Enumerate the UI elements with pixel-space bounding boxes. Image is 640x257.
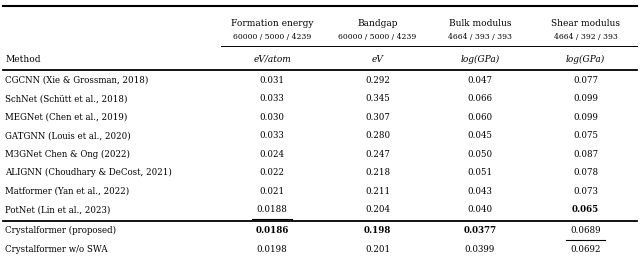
Text: 0.021: 0.021: [259, 187, 285, 196]
Text: 0.292: 0.292: [365, 76, 390, 85]
Text: 0.0188: 0.0188: [257, 205, 287, 214]
Text: ALIGNN (Choudhary & DeCost, 2021): ALIGNN (Choudhary & DeCost, 2021): [5, 168, 172, 177]
Text: 0.024: 0.024: [259, 150, 285, 159]
Text: 0.031: 0.031: [259, 76, 285, 85]
Text: 0.043: 0.043: [468, 187, 492, 196]
Text: 0.047: 0.047: [467, 76, 493, 85]
Text: 0.075: 0.075: [573, 131, 598, 140]
Text: 0.066: 0.066: [467, 94, 493, 103]
Text: 4664 / 393 / 393: 4664 / 393 / 393: [448, 33, 512, 41]
Text: 0.060: 0.060: [467, 113, 493, 122]
Text: 0.247: 0.247: [365, 150, 390, 159]
Text: 0.045: 0.045: [467, 131, 493, 140]
Text: 0.198: 0.198: [364, 226, 391, 235]
Text: Bulk modulus: Bulk modulus: [449, 19, 511, 28]
Text: Method: Method: [5, 54, 40, 64]
Text: eV: eV: [372, 54, 383, 64]
Text: 0.078: 0.078: [573, 168, 598, 177]
Text: 0.065: 0.065: [572, 205, 599, 214]
Text: 0.0692: 0.0692: [570, 245, 601, 254]
Text: 0.087: 0.087: [573, 150, 598, 159]
Text: 0.099: 0.099: [573, 113, 598, 122]
Text: 0.211: 0.211: [365, 187, 390, 196]
Text: 60000 / 5000 / 4239: 60000 / 5000 / 4239: [339, 33, 417, 41]
Text: log(GPa): log(GPa): [460, 54, 500, 64]
Text: 0.0186: 0.0186: [255, 226, 289, 235]
Text: Bandgap: Bandgap: [357, 19, 398, 28]
Text: 0.033: 0.033: [260, 94, 284, 103]
Text: Crystalformer (proposed): Crystalformer (proposed): [5, 226, 116, 235]
Text: Shear modulus: Shear modulus: [551, 19, 620, 28]
Text: 0.073: 0.073: [573, 187, 598, 196]
Text: 0.051: 0.051: [467, 168, 493, 177]
Text: 0.218: 0.218: [365, 168, 390, 177]
Text: 0.0399: 0.0399: [465, 245, 495, 254]
Text: MEGNet (Chen et al., 2019): MEGNet (Chen et al., 2019): [5, 113, 127, 122]
Text: 0.307: 0.307: [365, 113, 390, 122]
Text: 4664 / 392 / 393: 4664 / 392 / 393: [554, 33, 618, 41]
Text: 0.204: 0.204: [365, 205, 390, 214]
Text: 0.033: 0.033: [260, 131, 284, 140]
Text: Crystalformer w/o SWA: Crystalformer w/o SWA: [5, 245, 108, 254]
Text: 0.099: 0.099: [573, 94, 598, 103]
Text: 0.280: 0.280: [365, 131, 390, 140]
Text: 0.0377: 0.0377: [463, 226, 497, 235]
Text: eV/atom: eV/atom: [253, 54, 291, 64]
Text: PotNet (Lin et al., 2023): PotNet (Lin et al., 2023): [5, 205, 111, 214]
Text: 0.040: 0.040: [467, 205, 493, 214]
Text: Formation energy: Formation energy: [231, 19, 313, 28]
Text: Matformer (Yan et al., 2022): Matformer (Yan et al., 2022): [5, 187, 129, 196]
Text: 0.201: 0.201: [365, 245, 390, 254]
Text: 0.050: 0.050: [467, 150, 493, 159]
Text: log(GPa): log(GPa): [566, 54, 605, 64]
Text: 0.0689: 0.0689: [570, 226, 601, 235]
Text: 0.030: 0.030: [259, 113, 285, 122]
Text: SchNet (Schütt et al., 2018): SchNet (Schütt et al., 2018): [5, 94, 127, 103]
Text: GATGNN (Louis et al., 2020): GATGNN (Louis et al., 2020): [5, 131, 131, 140]
Text: M3GNet Chen & Ong (2022): M3GNet Chen & Ong (2022): [5, 150, 130, 159]
Text: 0.022: 0.022: [259, 168, 285, 177]
Text: 60000 / 5000 / 4239: 60000 / 5000 / 4239: [233, 33, 311, 41]
Text: 0.0198: 0.0198: [257, 245, 287, 254]
Text: 0.345: 0.345: [365, 94, 390, 103]
Text: 0.077: 0.077: [573, 76, 598, 85]
Text: CGCNN (Xie & Grossman, 2018): CGCNN (Xie & Grossman, 2018): [5, 76, 148, 85]
